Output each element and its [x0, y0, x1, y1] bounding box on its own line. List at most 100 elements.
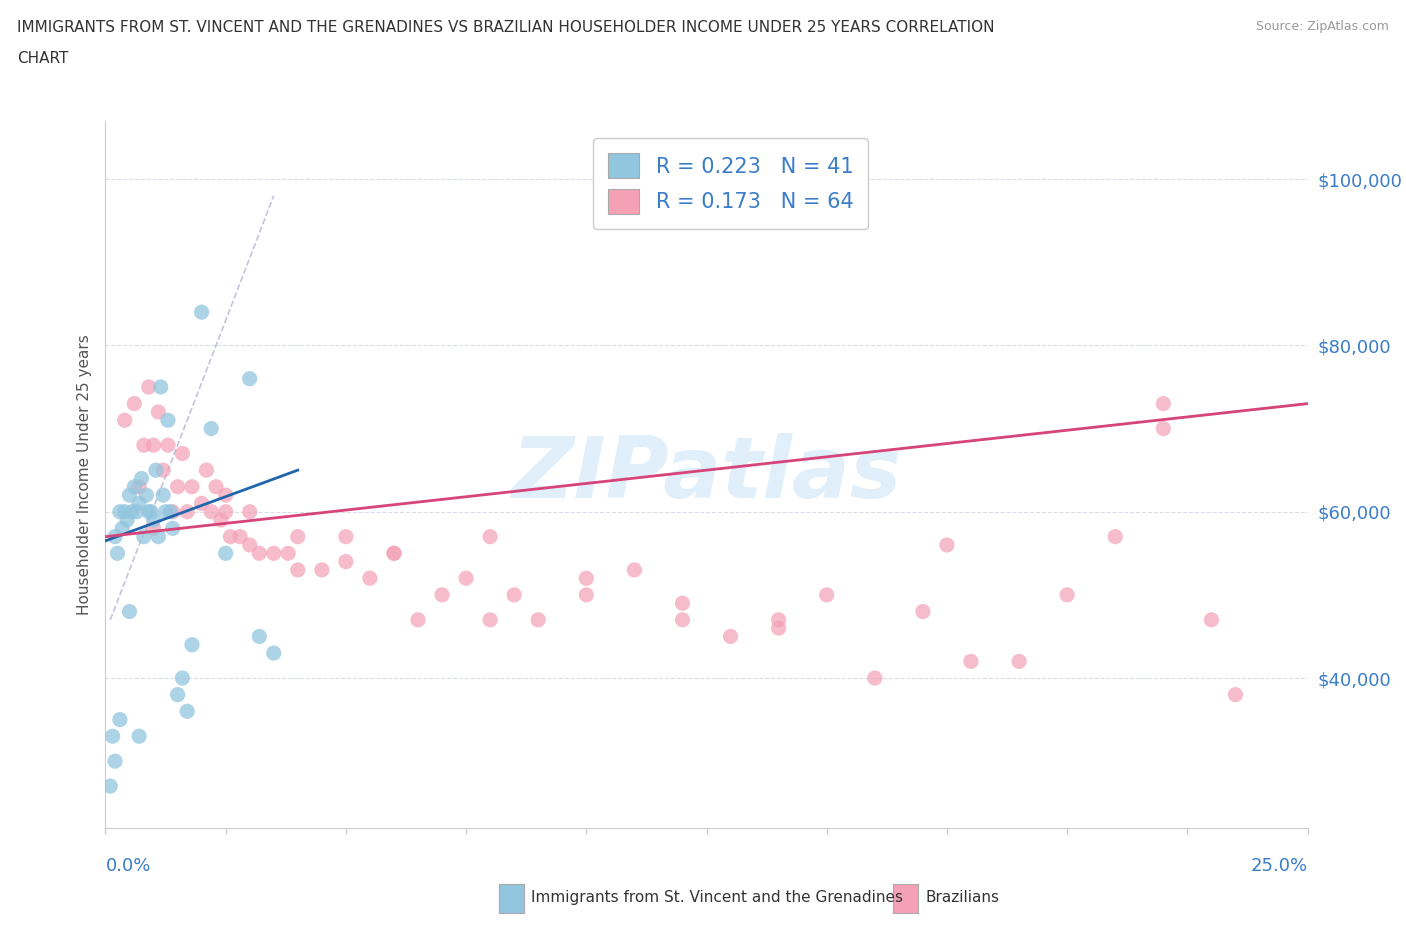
- Point: [671, 612, 693, 627]
- Point: [195, 463, 218, 478]
- Point: [176, 504, 198, 519]
- Point: [124, 479, 146, 494]
- Point: [172, 671, 194, 685]
- Point: [101, 729, 124, 744]
- Point: [108, 504, 131, 519]
- Point: [575, 571, 598, 586]
- Point: [768, 620, 790, 635]
- Point: [263, 645, 285, 660]
- Point: [132, 529, 155, 544]
- Point: [125, 504, 148, 519]
- Point: [159, 504, 181, 519]
- Point: [121, 504, 143, 519]
- Point: [335, 529, 357, 544]
- Point: [479, 529, 502, 544]
- Point: [815, 588, 838, 603]
- Point: [138, 379, 160, 394]
- Point: [152, 463, 174, 478]
- Point: [1152, 421, 1174, 436]
- Text: Source: ZipAtlas.com: Source: ZipAtlas.com: [1256, 20, 1389, 33]
- Point: [108, 712, 131, 727]
- Point: [720, 629, 742, 644]
- Point: [382, 546, 405, 561]
- Point: [142, 521, 165, 536]
- Point: [200, 504, 222, 519]
- Point: [382, 546, 405, 561]
- Point: [863, 671, 886, 685]
- Point: [247, 546, 270, 561]
- Point: [960, 654, 983, 669]
- Point: [128, 479, 150, 494]
- Point: [277, 546, 299, 561]
- Point: [166, 479, 188, 494]
- Point: [214, 546, 236, 561]
- Point: [200, 421, 222, 436]
- Point: [768, 612, 790, 627]
- Text: Immigrants from St. Vincent and the Grenadines: Immigrants from St. Vincent and the Gren…: [531, 890, 904, 905]
- Point: [132, 438, 155, 453]
- Point: [118, 487, 141, 502]
- Point: [1008, 654, 1031, 669]
- Text: IMMIGRANTS FROM ST. VINCENT AND THE GRENADINES VS BRAZILIAN HOUSEHOLDER INCOME U: IMMIGRANTS FROM ST. VINCENT AND THE GREN…: [17, 20, 994, 35]
- Text: CHART: CHART: [17, 51, 69, 66]
- Point: [149, 379, 172, 394]
- Point: [454, 571, 477, 586]
- Point: [98, 778, 121, 793]
- Point: [155, 504, 177, 519]
- Point: [156, 438, 179, 453]
- Text: 0.0%: 0.0%: [105, 857, 150, 875]
- Point: [671, 596, 693, 611]
- Point: [128, 496, 150, 511]
- Point: [936, 538, 959, 552]
- Point: [623, 563, 645, 578]
- Point: [205, 479, 228, 494]
- Point: [479, 612, 502, 627]
- Point: [239, 538, 262, 552]
- Point: [190, 496, 212, 511]
- Point: [115, 512, 138, 527]
- Text: Brazilians: Brazilians: [925, 890, 1000, 905]
- Point: [111, 521, 134, 536]
- Point: [239, 371, 262, 386]
- Point: [190, 305, 212, 320]
- Point: [142, 438, 165, 453]
- Point: [1152, 396, 1174, 411]
- Point: [503, 588, 526, 603]
- Point: [239, 504, 262, 519]
- Point: [181, 637, 204, 652]
- Point: [335, 554, 357, 569]
- Point: [166, 687, 188, 702]
- Point: [176, 704, 198, 719]
- Point: [148, 529, 170, 544]
- Point: [142, 512, 165, 527]
- Point: [575, 588, 598, 603]
- Legend: R = 0.223   N = 41, R = 0.173   N = 64: R = 0.223 N = 41, R = 0.173 N = 64: [593, 139, 868, 229]
- Point: [124, 396, 146, 411]
- Point: [114, 413, 136, 428]
- Point: [135, 487, 157, 502]
- Point: [162, 504, 184, 519]
- Point: [172, 446, 194, 461]
- Point: [406, 612, 429, 627]
- Point: [107, 546, 129, 561]
- Point: [527, 612, 550, 627]
- Point: [145, 463, 167, 478]
- Point: [214, 487, 236, 502]
- Y-axis label: Householder Income Under 25 years: Householder Income Under 25 years: [76, 334, 91, 615]
- Point: [209, 512, 232, 527]
- Point: [138, 504, 160, 519]
- Point: [247, 629, 270, 644]
- Point: [1201, 612, 1223, 627]
- Point: [114, 504, 136, 519]
- Point: [181, 479, 204, 494]
- Point: [139, 504, 162, 519]
- Text: 25.0%: 25.0%: [1250, 857, 1308, 875]
- Point: [287, 529, 309, 544]
- Point: [148, 405, 170, 419]
- Point: [359, 571, 381, 586]
- Point: [162, 521, 184, 536]
- Point: [430, 588, 453, 603]
- Point: [152, 487, 174, 502]
- Point: [214, 504, 236, 519]
- Point: [911, 604, 934, 619]
